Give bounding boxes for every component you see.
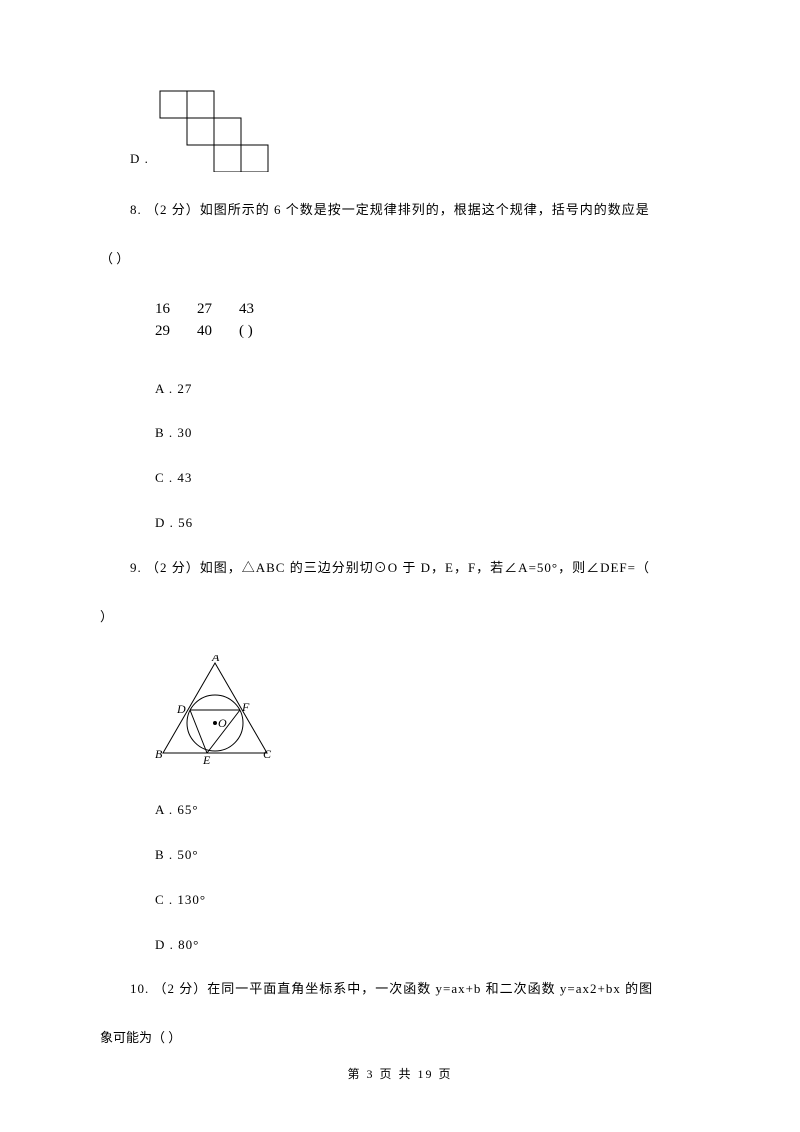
label-A: A xyxy=(211,655,220,664)
q9-option-c: C . 130° xyxy=(155,890,700,911)
grid-cell: 16 xyxy=(155,298,197,321)
label-C: C xyxy=(263,747,272,761)
q9-paren: ） xyxy=(100,607,700,628)
staircase-figure xyxy=(159,90,269,172)
q8-option-a: A . 27 xyxy=(155,379,700,400)
grid-cell: 40 xyxy=(197,320,239,343)
grid-cell: 29 xyxy=(155,320,197,343)
q8-option-d: D . 56 xyxy=(155,513,700,534)
q10-cont: 象可能为（ ） xyxy=(100,1028,700,1049)
q8-text: 8. （2 分）如图所示的 6 个数是按一定规律排列的，根据这个规律，括号内的数… xyxy=(130,200,700,221)
q10-text: 10. （2 分）在同一平面直角坐标系中，一次函数 y=ax+b 和二次函数 y… xyxy=(130,979,700,1000)
q9-option-d: D . 80° xyxy=(155,935,700,956)
q9-triangle-figure: A B C D F E O xyxy=(155,655,700,772)
option-d-label: D . xyxy=(130,149,149,172)
label-O: O xyxy=(218,716,227,730)
q8-number-grid: 16 27 43 29 40 ( ) xyxy=(155,298,700,343)
q8-option-b: B . 30 xyxy=(155,423,700,444)
option-d-row: D . xyxy=(130,90,700,172)
q8-option-c: C . 43 xyxy=(155,468,700,489)
grid-cell: 27 xyxy=(197,298,239,321)
label-B: B xyxy=(155,747,163,761)
label-D: D xyxy=(176,702,186,716)
q9-option-a: A . 65° xyxy=(155,800,700,821)
q8-paren: （ ） xyxy=(100,249,700,270)
label-F: F xyxy=(241,700,250,714)
q9-option-b: B . 50° xyxy=(155,845,700,866)
q9-text: 9. （2 分）如图，△ABC 的三边分别切⊙O 于 D，E，F，若∠A=50°… xyxy=(130,558,700,579)
grid-cell: ( ) xyxy=(239,320,281,343)
grid-cell: 43 xyxy=(239,298,281,321)
page-footer: 第 3 页 共 19 页 xyxy=(0,1065,800,1084)
label-E: E xyxy=(202,753,211,765)
